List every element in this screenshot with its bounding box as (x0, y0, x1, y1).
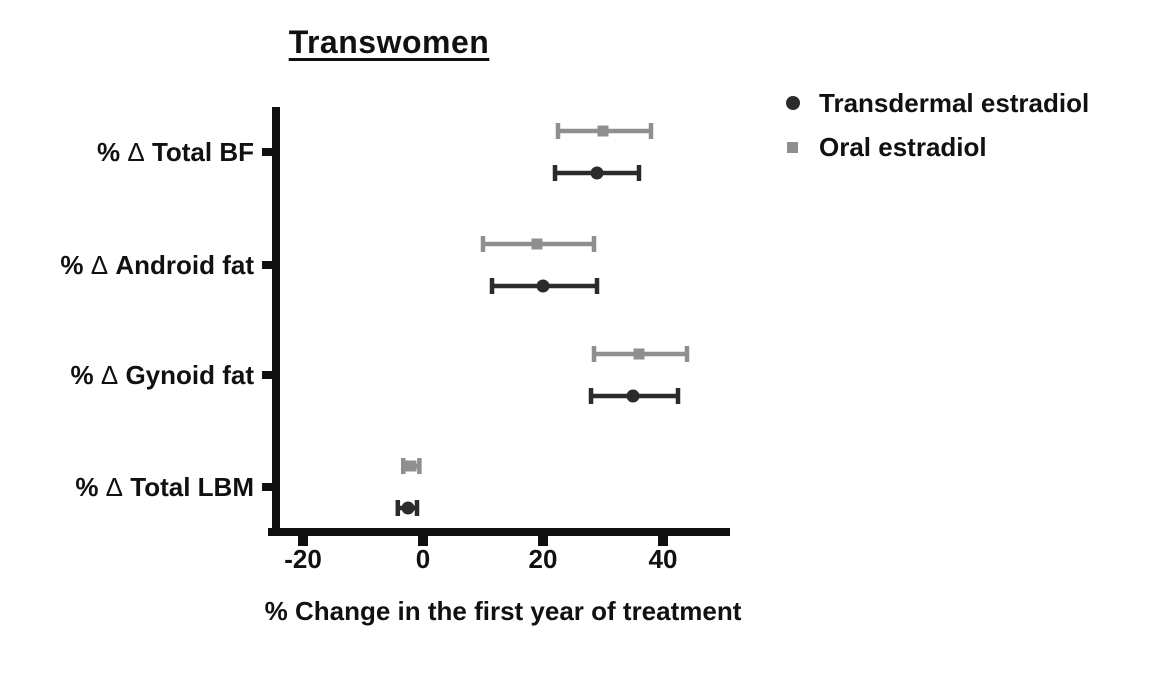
category-tick (262, 148, 272, 156)
category-tick (262, 261, 272, 269)
category-label: % Δ Android fat (60, 250, 254, 280)
x-axis-label: % Change in the first year of treatment (264, 596, 742, 626)
category-label: % Δ Total BF (97, 137, 254, 167)
data-point-square (597, 125, 609, 137)
x-tick-label: -20 (284, 544, 322, 574)
data-point-square (405, 460, 417, 472)
data-point-circle (590, 166, 604, 180)
category-label: % Δ Total LBM (75, 472, 254, 502)
category-label: % Δ Gynoid fat (71, 360, 255, 390)
y-axis-spine (272, 107, 280, 536)
x-tick (418, 536, 428, 546)
data-point-square (531, 238, 543, 250)
legend-circle-icon (785, 96, 800, 110)
data-point-square (633, 348, 645, 360)
legend-item: Oral estradiol (785, 125, 1089, 169)
legend-label: Transdermal estradiol (819, 87, 1090, 118)
x-tick (658, 536, 668, 546)
legend: Transdermal estradiol Oral estradiol (785, 81, 1089, 169)
legend-label: Oral estradiol (819, 131, 987, 162)
category-tick (262, 371, 272, 379)
data-point-circle (536, 279, 550, 293)
x-tick (298, 536, 308, 546)
legend-square-icon (785, 141, 800, 153)
x-axis-spine (268, 528, 730, 536)
data-point-circle (626, 389, 640, 403)
x-tick-label: 20 (529, 544, 558, 574)
x-tick (538, 536, 548, 546)
data-point-circle (401, 501, 415, 515)
category-tick (262, 483, 272, 491)
chart-title: Transwomen (288, 24, 490, 60)
x-tick-label: 0 (416, 544, 430, 574)
x-tick-label: 40 (649, 544, 678, 574)
legend-item: Transdermal estradiol (785, 81, 1089, 125)
